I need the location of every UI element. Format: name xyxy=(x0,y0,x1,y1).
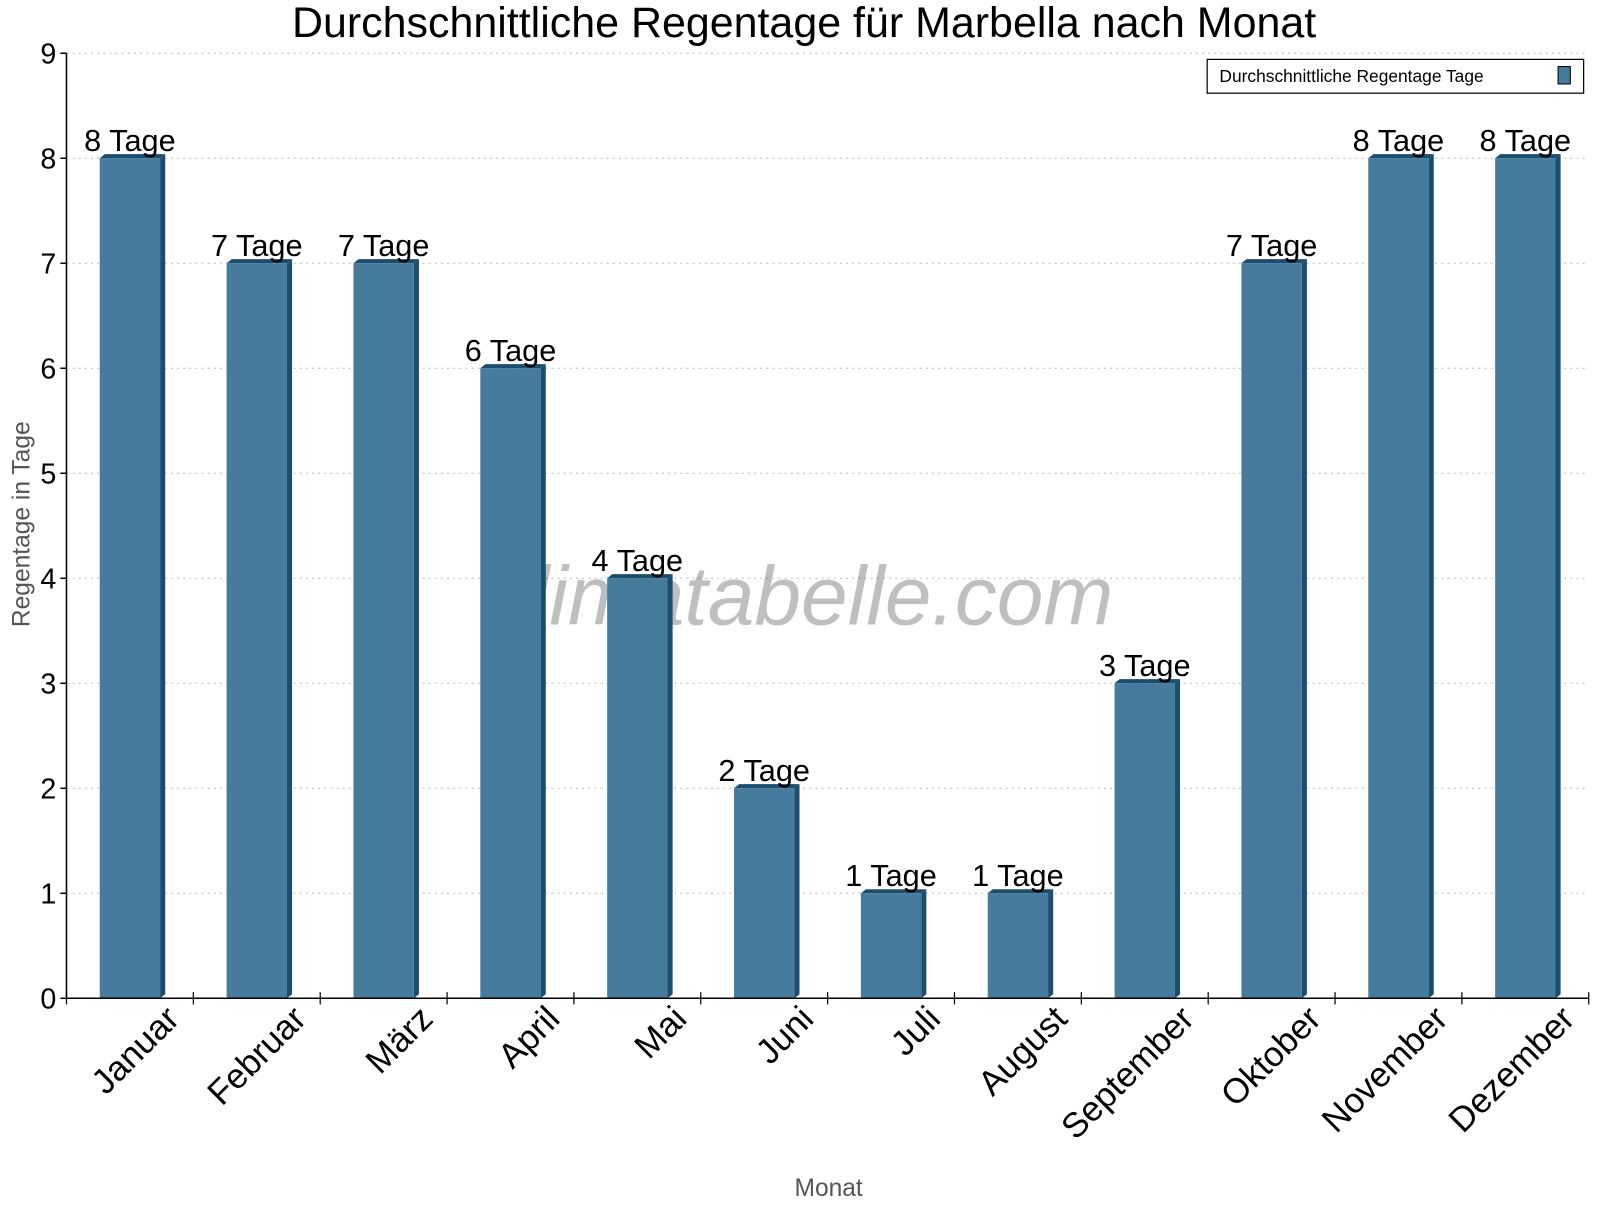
bar xyxy=(987,893,1049,999)
bar xyxy=(1241,263,1302,999)
x-tick-label: Juni xyxy=(749,1000,821,1072)
bar xyxy=(353,263,414,999)
y-axis-label: Regentage in Tage xyxy=(9,421,36,627)
data-label: 7 Tage xyxy=(338,228,430,263)
data-label: 7 Tage xyxy=(211,228,303,263)
bar xyxy=(99,158,161,999)
data-label: 7 Tage xyxy=(1226,228,1318,263)
bar-top xyxy=(860,889,927,894)
legend: Durchschnittliche Regentage Tage xyxy=(1206,58,1585,94)
data-label: 4 Tage xyxy=(592,543,684,578)
x-tick-label: November xyxy=(1315,1000,1455,1140)
bar xyxy=(1368,158,1429,999)
bar-side xyxy=(1301,259,1307,999)
x-tick-label: September xyxy=(1054,1000,1201,1147)
bar xyxy=(226,263,287,999)
x-tick-label: April xyxy=(491,1000,567,1076)
bar xyxy=(1114,683,1175,999)
legend-label: Durchschnittliche Regentage Tage xyxy=(1219,66,1483,86)
y-tick-label: 6 xyxy=(40,353,56,385)
bar-side xyxy=(1555,154,1561,999)
bar-top xyxy=(99,154,166,159)
bar-side xyxy=(667,574,673,999)
x-tick-label: Oktober xyxy=(1214,1000,1328,1114)
data-label: 3 Tage xyxy=(1099,648,1191,683)
bar-side xyxy=(921,889,927,999)
bar xyxy=(480,368,541,999)
legend-swatch xyxy=(1557,66,1571,85)
bar-side xyxy=(286,259,293,999)
bar-top xyxy=(987,889,1054,894)
x-tick-label: Juli xyxy=(884,1000,948,1064)
bar-side xyxy=(540,364,546,999)
bar-top xyxy=(1241,259,1307,264)
data-label: 6 Tage xyxy=(465,333,557,368)
y-tick-label: 4 xyxy=(40,563,56,595)
bar xyxy=(607,578,668,999)
y-tick-label: 7 xyxy=(40,248,56,280)
y-tick-label: 2 xyxy=(40,774,56,806)
bar-side xyxy=(1174,679,1181,999)
bars: 8 Tage 7 Tage 7 Tage 6 Tage 4 Tage 2 Tage 1 Ta… xyxy=(84,123,1572,999)
watermark: klimatabelle.com xyxy=(489,549,1114,643)
bar-top xyxy=(226,259,293,264)
bar-top xyxy=(480,364,546,369)
x-tick-label: Februar xyxy=(201,1000,314,1113)
bar-top xyxy=(734,784,800,789)
y-tick-label: 8 xyxy=(40,143,56,175)
data-label: 8 Tage xyxy=(1480,123,1572,158)
x-tick-label: Dezember xyxy=(1442,1000,1582,1140)
y-tick-label: 3 xyxy=(40,669,56,701)
bar-side xyxy=(413,259,419,999)
bar-top xyxy=(1368,154,1434,159)
bar xyxy=(1495,158,1556,999)
data-label: 8 Tage xyxy=(1353,123,1445,158)
bar-side xyxy=(160,154,166,999)
y-tick-label: 9 xyxy=(40,38,56,70)
x-tick-label: März xyxy=(359,1000,440,1082)
data-label: 8 Tage xyxy=(84,123,176,158)
bar-side xyxy=(1428,154,1434,999)
x-axis-label: Monat xyxy=(795,1175,863,1200)
bar-top xyxy=(353,259,419,264)
bar-side xyxy=(1048,889,1054,999)
data-label: 1 Tage xyxy=(972,858,1064,893)
bar-top xyxy=(1495,154,1561,159)
bar xyxy=(734,788,795,999)
bar-top xyxy=(1114,679,1181,684)
bar-top xyxy=(607,574,673,579)
y-tick-label: 5 xyxy=(40,458,56,490)
data-label: 2 Tage xyxy=(718,753,810,788)
x-tick-label: Mai xyxy=(628,1000,694,1067)
bar xyxy=(860,893,922,999)
data-label: 1 Tage xyxy=(845,858,937,893)
grid-lines xyxy=(66,52,1589,894)
chart-title: Durchschnittliche Regentage für Marbella… xyxy=(292,0,1316,47)
y-tick-label: 1 xyxy=(40,879,56,911)
y-tick-label: 0 xyxy=(40,984,56,1016)
x-tick-label: August xyxy=(971,999,1075,1103)
x-tick-label: Januar xyxy=(85,1000,187,1102)
bar-side xyxy=(794,784,800,999)
legend-box xyxy=(1206,58,1585,94)
